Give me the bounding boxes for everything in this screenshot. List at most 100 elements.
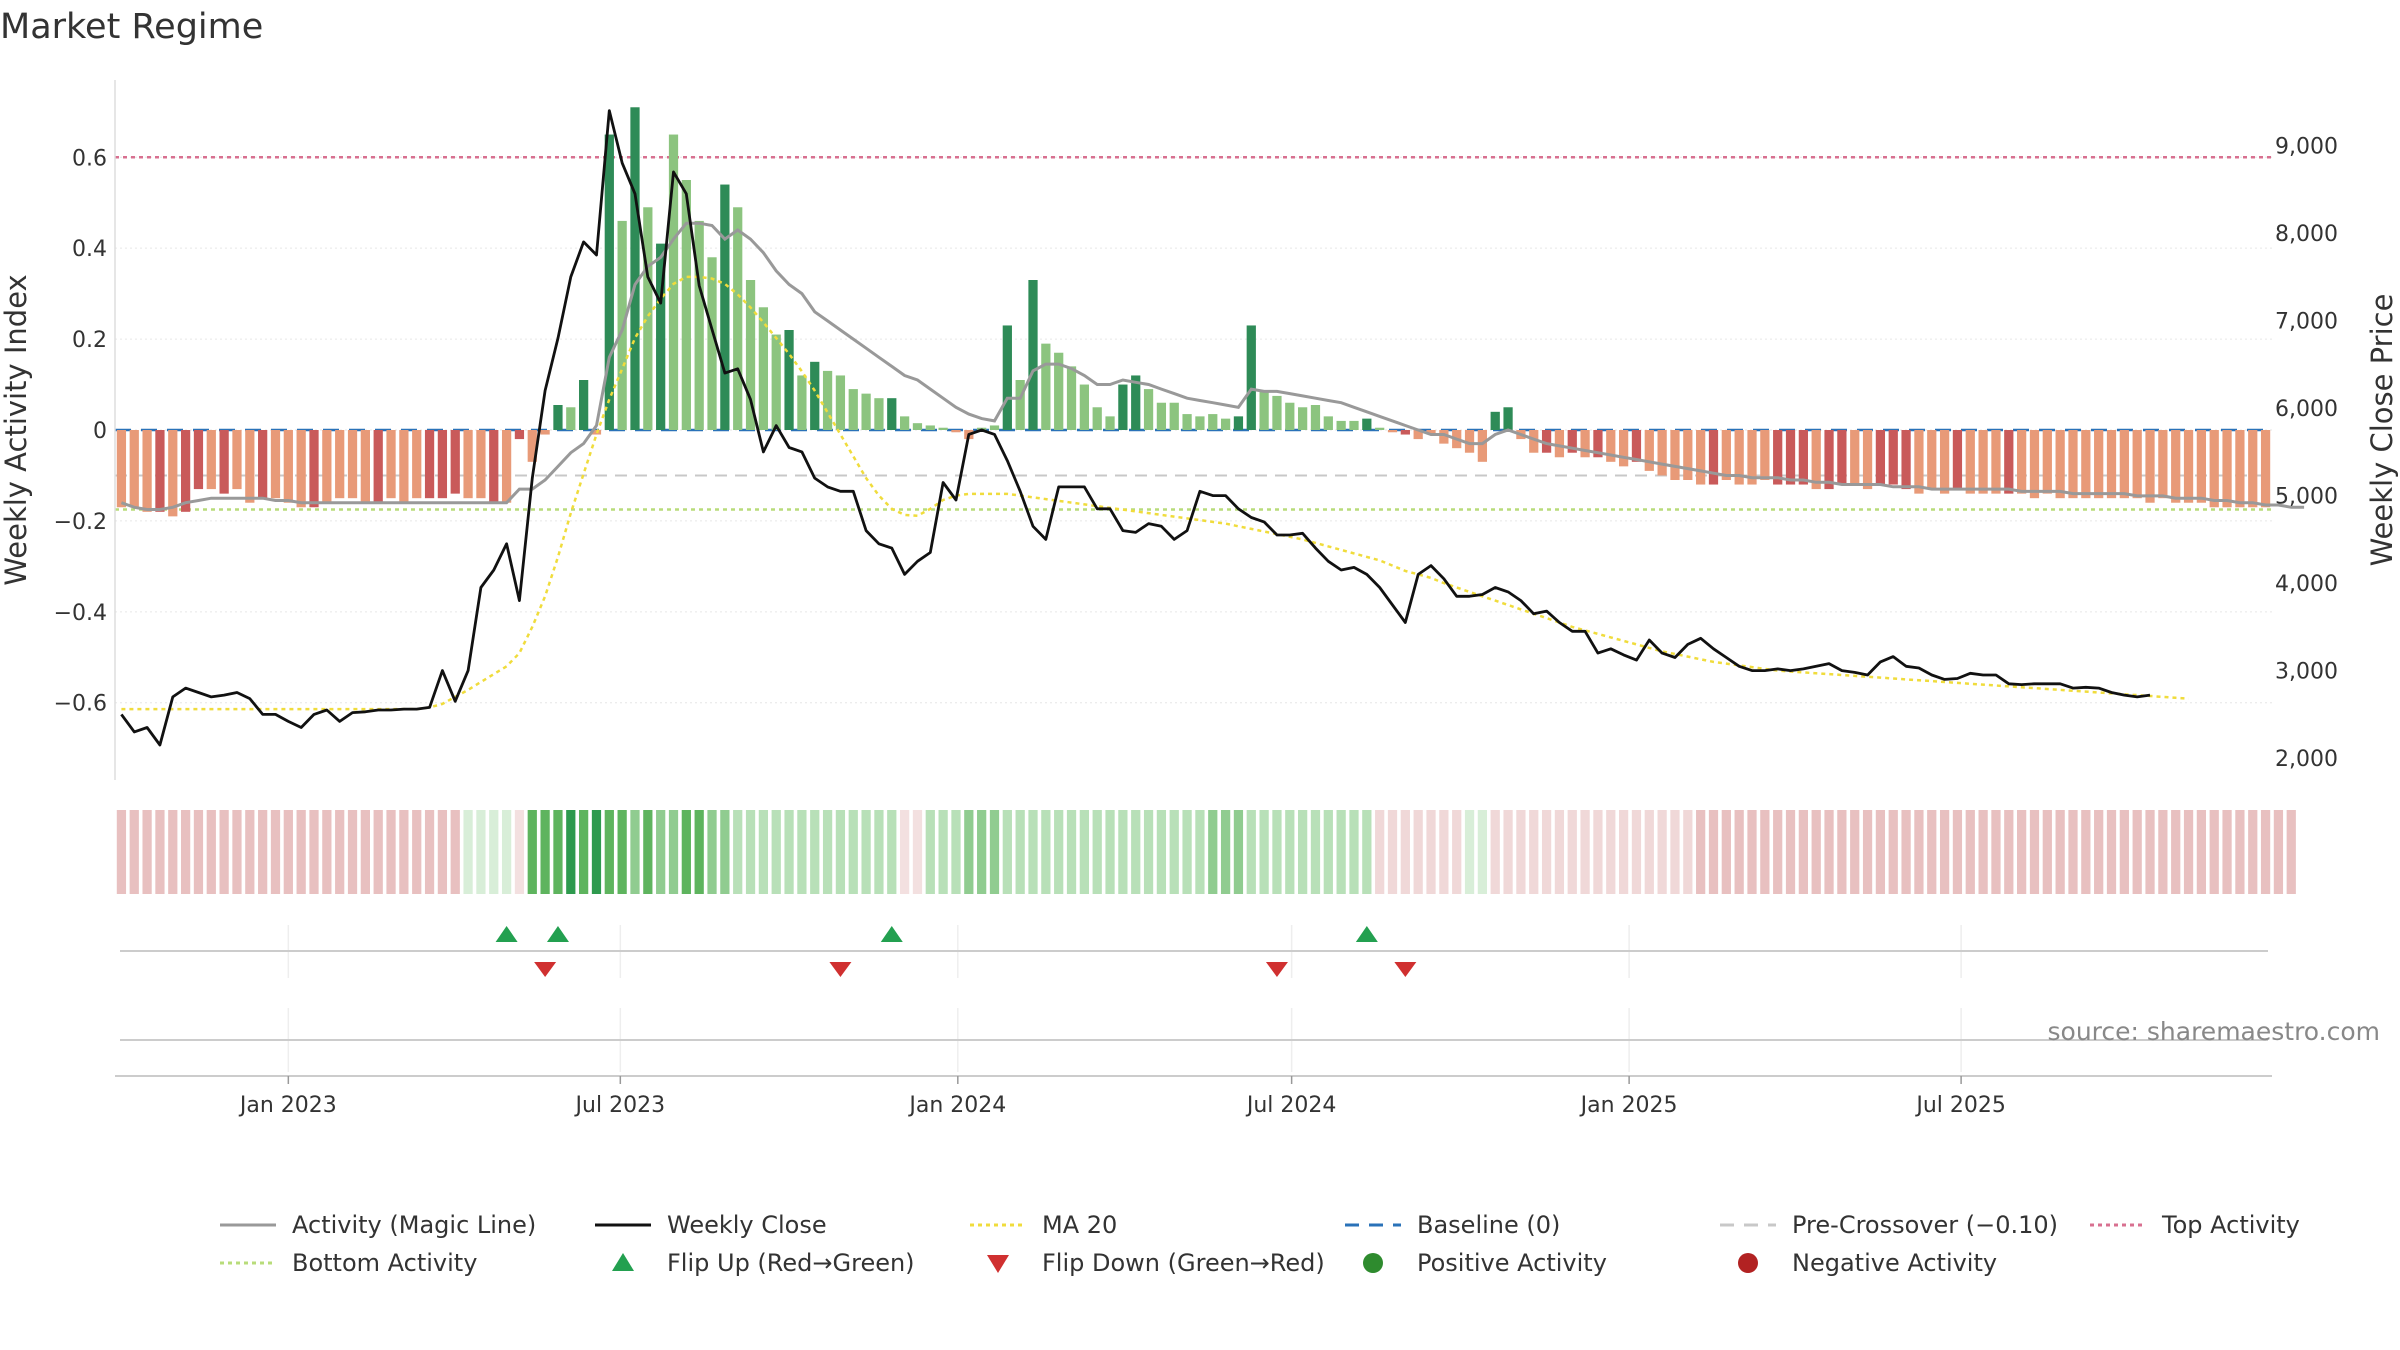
- left-tick-label: −0.2: [54, 510, 107, 535]
- regime-strip-cell: [1413, 810, 1423, 894]
- activity-bar: [2171, 430, 2181, 503]
- regime-strip-cell: [2222, 810, 2232, 894]
- activity-bar: [1708, 430, 1719, 485]
- regime-strip-cell: [514, 810, 525, 894]
- activity-bar: [1875, 430, 1886, 485]
- legend-dot-icon: [1738, 1253, 1758, 1273]
- activity-bar: [1285, 402, 1295, 430]
- regime-strip-cell: [463, 810, 473, 894]
- regime-strip-cell: [1285, 810, 1295, 894]
- regime-strip-cell: [977, 810, 987, 894]
- activity-bar: [1233, 416, 1244, 430]
- regime-strip-cell: [1991, 810, 2001, 894]
- regime-strip-cell: [1708, 810, 1719, 894]
- regime-strip-cell: [116, 810, 127, 894]
- right-tick-label: 9,000: [2275, 135, 2338, 160]
- regime-strip-cell: [2196, 810, 2207, 894]
- regime-strip-cell: [1554, 810, 1565, 894]
- regime-strip-cell: [322, 810, 332, 894]
- regime-strip-cell: [206, 810, 216, 894]
- regime-strip-cell: [2158, 810, 2168, 894]
- regime-strip-cell: [1837, 810, 1847, 894]
- activity-bar: [604, 134, 614, 430]
- activity-bar: [771, 334, 781, 430]
- regime-strip-cell: [1105, 810, 1115, 894]
- legend-item: Flip Up (Red→Green): [612, 1249, 915, 1277]
- regime-strip-cell: [912, 810, 923, 894]
- regime-strip-cell: [1002, 810, 1012, 894]
- left-tick-label: 0.4: [72, 237, 107, 262]
- legend-dot-icon: [1363, 1253, 1383, 1273]
- activity-bar: [1670, 430, 1680, 480]
- regime-strip-cell: [412, 810, 422, 894]
- activity-bar: [848, 389, 858, 430]
- activity-bar: [232, 430, 242, 490]
- legend-label: MA 20: [1042, 1211, 1117, 1239]
- regime-strip-cell: [1824, 810, 1834, 894]
- x-axis: Jan 2023 Jul 2023 Jan 2024 Jul 2024 Jan 2025…: [115, 1008, 2272, 1118]
- regime-strip-cell: [373, 810, 383, 894]
- legend-label: Positive Activity: [1417, 1249, 1607, 1277]
- activity-bar: [2248, 430, 2258, 508]
- activity-bar: [1721, 430, 1731, 480]
- activity-bar: [1773, 430, 1783, 485]
- regime-strip-cell: [1606, 810, 1616, 894]
- activity-bar: [2235, 430, 2245, 508]
- legend-label: Negative Activity: [1792, 1249, 1997, 1277]
- activity-bar: [116, 430, 127, 508]
- activity-bar: [155, 430, 165, 512]
- legend-label: Flip Down (Green→Red): [1042, 1249, 1325, 1277]
- activity-bar: [1541, 430, 1552, 453]
- activity-bar: [694, 220, 704, 430]
- activity-bar: [1426, 430, 1436, 435]
- regime-strip-cell: [168, 810, 178, 894]
- flip-up-marker: [546, 926, 569, 942]
- activity-bar: [335, 430, 345, 499]
- activity-bar: [707, 257, 717, 430]
- activity-bar: [1683, 430, 1693, 480]
- regime-strip-cell: [1670, 810, 1680, 894]
- legend-item: Pre-Crossover (−0.10): [1720, 1211, 2058, 1239]
- regime-strip-cell: [745, 810, 756, 894]
- activity-bar: [2209, 430, 2219, 508]
- regime-strip-cell: [270, 810, 281, 894]
- regime-strip-cell: [1939, 810, 1950, 894]
- activity-bar: [489, 430, 499, 503]
- regime-strip-cell: [861, 810, 871, 894]
- activity-bar: [1837, 430, 1847, 485]
- activity-bar: [463, 430, 473, 499]
- regime-strip-cell: [1618, 810, 1629, 894]
- flip-up-marker: [1355, 926, 1378, 942]
- y-axis-left-label: Weekly Activity Index: [0, 274, 33, 585]
- regime-strip-cell: [566, 810, 576, 894]
- activity-bar: [1631, 430, 1642, 462]
- activity-bar: [219, 430, 229, 494]
- regime-strip-cell: [540, 810, 550, 894]
- regime-strip-cell: [489, 810, 499, 894]
- regime-strip-cell: [1079, 810, 1089, 894]
- activity-bar: [1927, 430, 1937, 490]
- regime-strip-cell: [360, 810, 370, 894]
- right-tick-label: 6,000: [2275, 397, 2338, 422]
- legend-item: Bottom Activity: [220, 1249, 477, 1277]
- activity-bar: [1195, 416, 1205, 430]
- regime-strip-cell: [1965, 810, 1975, 894]
- regime-strip-cell: [951, 810, 961, 894]
- regime-strip-cell: [1156, 810, 1167, 894]
- activity-bar: [322, 430, 332, 503]
- activity-bar: [784, 330, 794, 430]
- activity-bar: [579, 380, 589, 430]
- activity-bar: [1503, 407, 1513, 430]
- regime-strip-cell: [2029, 810, 2040, 894]
- activity-bar: [540, 430, 550, 435]
- regime-strip-cell: [1785, 810, 1796, 894]
- activity-bar: [476, 430, 486, 499]
- activity-bar: [514, 430, 525, 440]
- activity-bar: [1567, 430, 1577, 453]
- activity-bar: [681, 180, 691, 430]
- left-tick-label: −0.6: [54, 692, 107, 717]
- regime-strip-cell: [2235, 810, 2245, 894]
- activity-bar: [553, 405, 563, 430]
- regime-strip-cell: [694, 810, 704, 894]
